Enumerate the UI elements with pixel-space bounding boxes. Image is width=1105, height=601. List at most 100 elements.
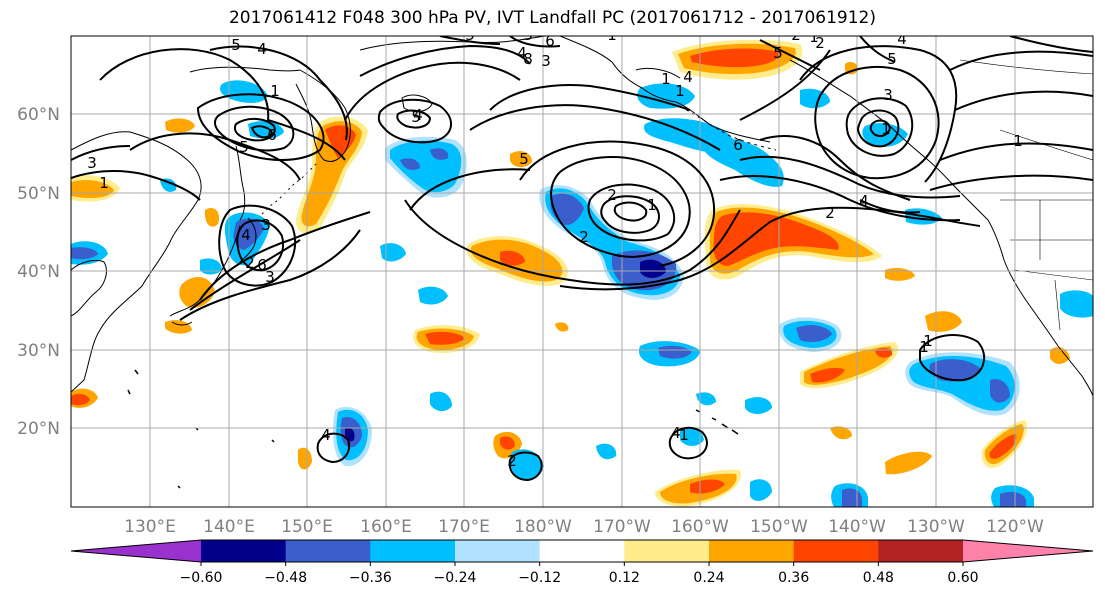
contour-label: 1 xyxy=(1013,132,1023,150)
pv-positive-region xyxy=(655,469,741,507)
contour-label: 8 xyxy=(523,50,533,68)
colorbar-cell xyxy=(370,540,456,562)
colorbar-tick-label: 0.48 xyxy=(863,570,894,586)
pv-positive-region xyxy=(925,311,962,332)
lat-label: 40°N xyxy=(17,262,60,282)
lat-label: 20°N xyxy=(17,419,60,439)
lon-label: 150°W xyxy=(750,517,808,537)
lon-label: 170°E xyxy=(438,517,490,537)
contour-label: 3 xyxy=(523,26,533,44)
contour-label: 2 xyxy=(815,34,825,52)
contour-label: 1 xyxy=(270,82,280,100)
pv-positive-region xyxy=(830,426,852,440)
colorbar-cell xyxy=(201,540,287,562)
contour-label: 4 xyxy=(859,192,869,210)
pv-negative-region xyxy=(418,286,448,305)
contour-label: 2 xyxy=(607,186,617,204)
lon-label: 160°W xyxy=(671,517,729,537)
contour-label: 6 xyxy=(267,126,277,144)
pv-negative-region xyxy=(430,391,772,481)
pv-positive-region xyxy=(165,118,195,133)
contour-label: 1 xyxy=(647,196,657,214)
contour-label: 5 xyxy=(465,26,475,44)
pv-negative-region xyxy=(779,317,842,352)
contour-label: 5 xyxy=(239,138,249,156)
contour-label: 3 xyxy=(883,86,893,104)
contour-label: 2 xyxy=(791,26,801,44)
graticule xyxy=(71,36,1093,507)
pv-negative-region xyxy=(637,83,784,187)
colorbar-cell xyxy=(709,540,795,562)
contour-label: 1 xyxy=(881,120,891,138)
pv-negative-region xyxy=(333,406,372,467)
colorbar-cell xyxy=(624,540,710,562)
contour-label: 1 xyxy=(923,332,933,350)
contour-label: 4 xyxy=(671,424,681,442)
contour-label: 1 xyxy=(679,426,689,444)
colorbar-tick-label: 0.12 xyxy=(609,570,640,586)
contour-label: 2 xyxy=(507,452,517,470)
contour-label: 5 xyxy=(887,50,897,68)
contour-label: 5 xyxy=(411,108,421,126)
contour-label: 5 xyxy=(231,36,241,54)
pv-positive-region xyxy=(555,322,569,332)
colorbar-cell xyxy=(539,540,625,562)
contour-label: 4 xyxy=(257,40,267,58)
contour-label: 3 xyxy=(87,154,97,172)
contour-label: 1 xyxy=(661,70,671,88)
pv-positive-region xyxy=(510,151,532,168)
pv-positive-region xyxy=(704,204,882,280)
lon-label: 160°E xyxy=(360,517,412,537)
contour-label: 1 xyxy=(99,174,109,192)
lon-label: 130°E xyxy=(124,517,176,537)
pv-positive-region xyxy=(885,451,932,475)
pv-positive-region xyxy=(800,342,899,389)
contour-label: 6 xyxy=(545,32,555,50)
colorbar-tick-label: −0.60 xyxy=(180,570,223,586)
colorbar-tick-label: −0.36 xyxy=(349,570,392,586)
pv-negative-region xyxy=(750,479,1034,507)
pv-positive-region xyxy=(71,175,120,202)
lon-label: 120°W xyxy=(986,517,1044,537)
pv-positive-region xyxy=(981,420,1028,469)
colorbar-cell xyxy=(285,540,371,562)
contour-label: 5 xyxy=(519,150,529,168)
contour-label: 3 xyxy=(261,216,271,234)
colorbar-cell xyxy=(455,540,541,562)
longitude-labels: 130°E 140°E 150°E 160°E 170°E 180°W 170°… xyxy=(124,517,1044,537)
lat-label: 30°N xyxy=(17,341,60,361)
colorbar-tick-label: 0.24 xyxy=(693,570,724,586)
contour-label: 2 xyxy=(825,204,835,222)
contour-label: 3 xyxy=(265,268,275,286)
contour-label: 4 xyxy=(413,106,423,124)
pv-positive-region xyxy=(1050,347,1070,364)
pv-negative-region xyxy=(1060,290,1093,318)
contour-label: 1 xyxy=(675,82,685,100)
lat-label: 50°N xyxy=(17,184,60,204)
contour-label: 3 xyxy=(541,52,551,70)
lon-label: 170°W xyxy=(593,517,651,537)
map-frame xyxy=(70,35,1094,508)
contour-label: 1 xyxy=(809,28,819,46)
contour-label: 2 xyxy=(245,254,255,272)
lon-label: 130°W xyxy=(907,517,965,537)
colorbar-tick-label: −0.24 xyxy=(434,570,477,586)
contour-label: 4 xyxy=(517,44,527,62)
colorbar-tick-label: −0.12 xyxy=(518,570,561,586)
colorbar-extend-low xyxy=(71,540,201,562)
pv-positive-region xyxy=(71,207,220,408)
lon-label: 140°W xyxy=(828,517,886,537)
contour-label: 2 xyxy=(579,228,589,246)
colorbar-cell xyxy=(793,540,879,562)
pv-positive-region xyxy=(413,325,480,354)
latitude-labels: 60°N 50°N 40°N 30°N 20°N xyxy=(17,105,60,439)
contour-label: 6 xyxy=(257,256,267,274)
colorbar-tick-label: 0.60 xyxy=(947,570,978,586)
lat-label: 60°N xyxy=(17,105,60,125)
lon-label: 150°E xyxy=(281,517,333,537)
contour-label: 5 xyxy=(773,44,783,62)
colorbar: −0.60 −0.48 −0.36 −0.24 −0.12 0.12 0.24 0.36 0.4… xyxy=(70,539,1094,586)
contour-label: 1 xyxy=(607,26,617,44)
